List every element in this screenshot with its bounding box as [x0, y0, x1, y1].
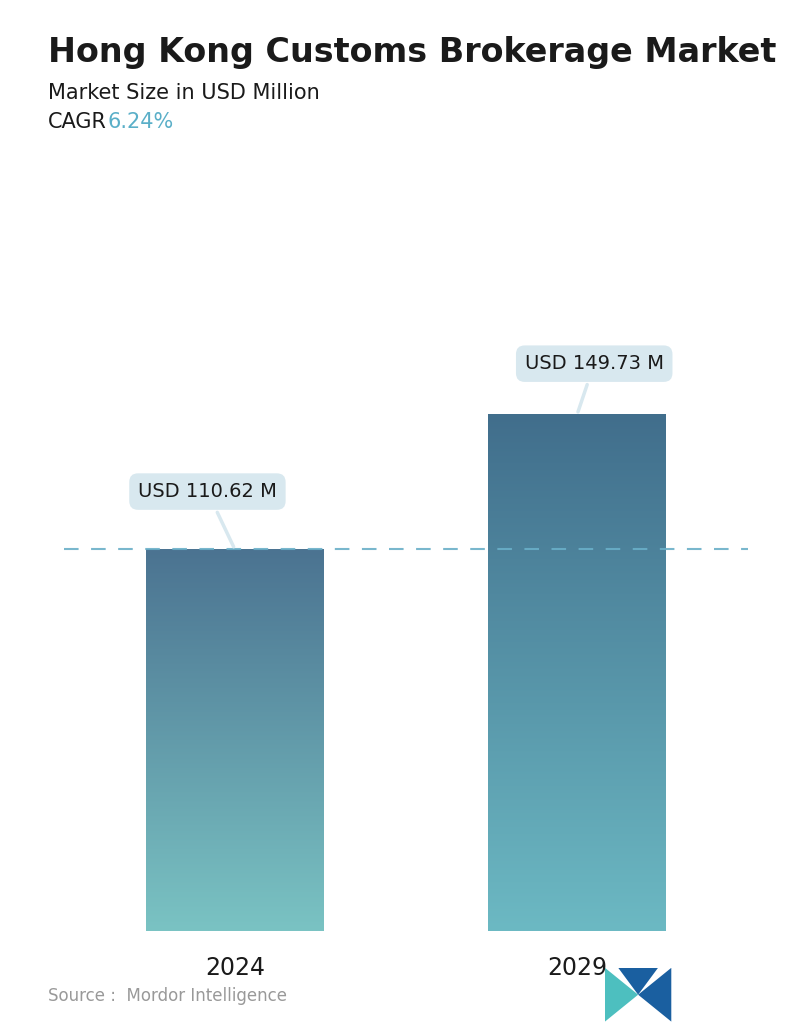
Text: Source :  Mordor Intelligence: Source : Mordor Intelligence	[48, 987, 287, 1005]
Polygon shape	[605, 968, 638, 1022]
Polygon shape	[638, 968, 671, 1022]
Text: 6.24%: 6.24%	[107, 112, 174, 131]
Text: USD 149.73 M: USD 149.73 M	[525, 355, 664, 412]
Polygon shape	[618, 968, 658, 995]
Text: CAGR: CAGR	[48, 112, 107, 131]
Text: Market Size in USD Million: Market Size in USD Million	[48, 83, 319, 102]
Text: Hong Kong Customs Brokerage Market: Hong Kong Customs Brokerage Market	[48, 36, 776, 69]
Text: USD 110.62 M: USD 110.62 M	[138, 482, 277, 547]
